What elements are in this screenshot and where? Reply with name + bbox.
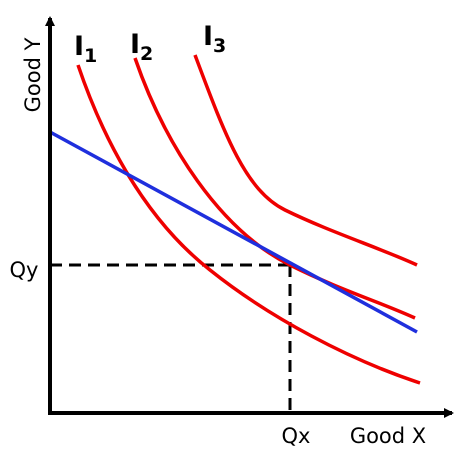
budget-line [49, 130, 418, 334]
x-axis-label: Good X [350, 424, 426, 448]
curve-subscript: 2 [140, 43, 153, 65]
curve-subscript: 3 [213, 35, 226, 57]
curve-name: I [130, 29, 140, 60]
qy-label: Qy [10, 258, 39, 282]
indifference-curve-3 [193, 54, 418, 267]
curve-name: I [203, 21, 213, 52]
indifference-curve-2 [133, 57, 416, 320]
curve-label: I3 [203, 21, 226, 57]
curve-subscript: 1 [84, 45, 97, 67]
y-axis-label: Good Y [21, 37, 45, 112]
indifference-curve-1 [76, 64, 421, 385]
curve-label: I2 [130, 29, 153, 65]
qx-label: Qx [282, 424, 311, 448]
curve-label: I1 [74, 31, 97, 67]
curve-name: I [74, 31, 84, 62]
